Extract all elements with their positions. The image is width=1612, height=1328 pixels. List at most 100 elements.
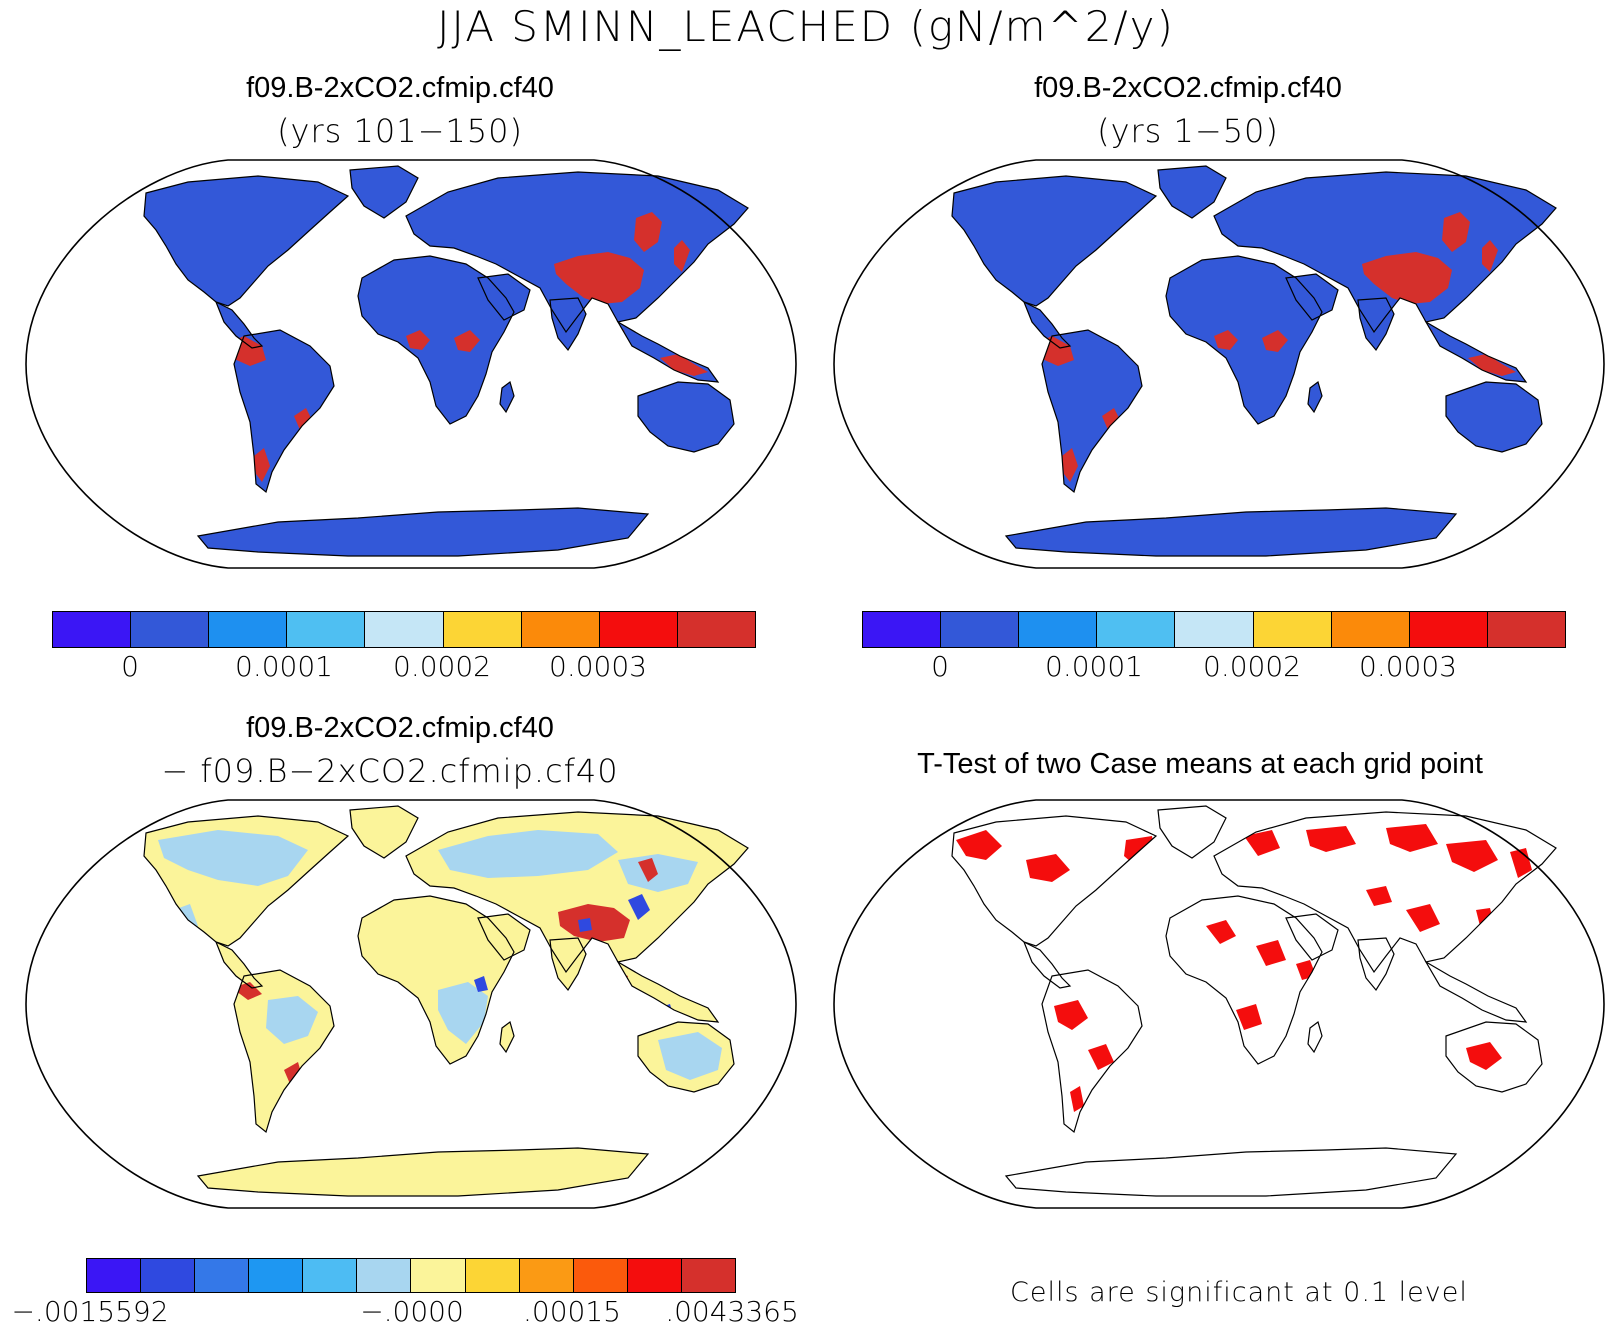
colorbar-swatch <box>519 1259 574 1292</box>
colorbar-swatch <box>303 1259 358 1292</box>
coastline <box>349 805 419 859</box>
positive-anomaly-region <box>558 904 630 942</box>
colorbar-swatch <box>863 612 942 647</box>
coastline <box>1004 1147 1458 1197</box>
coastline <box>1165 895 1323 1065</box>
coastline <box>1041 969 1143 1134</box>
strong-negative-region <box>628 894 650 920</box>
coastline <box>477 913 531 961</box>
coastline <box>549 297 587 352</box>
coastline <box>349 165 419 219</box>
high-value-region <box>554 252 644 304</box>
colorbar-swatch <box>411 1259 466 1292</box>
coastline <box>616 960 720 1023</box>
land-fill <box>406 172 748 332</box>
significant-cells <box>1256 940 1286 966</box>
figure-title: JJA SMINN_LEACHED (gN/m^2/y) <box>437 2 1175 51</box>
negative-anomaly-region <box>438 830 618 878</box>
high-value-region <box>634 212 662 252</box>
land-fill <box>1158 166 1226 218</box>
coastline <box>499 380 515 414</box>
coastline <box>1424 960 1528 1023</box>
colorbar-swatch <box>1331 612 1410 647</box>
coastline <box>1357 297 1395 352</box>
significant-cells <box>1026 854 1070 882</box>
coastline <box>1285 913 1339 961</box>
coastline <box>233 329 335 494</box>
colorbar-swatch <box>131 612 210 647</box>
colorbar-swatch <box>1253 612 1332 647</box>
panel-1-title: f09.B-2xCO2.cfmip.cf40 <box>246 72 554 104</box>
land-fill <box>350 806 418 858</box>
colorbar-swatch <box>365 612 444 647</box>
coastline <box>143 175 350 307</box>
coastline <box>1285 273 1339 321</box>
coastline <box>1022 300 1072 349</box>
colorbar-1-tick: 0 <box>121 650 139 683</box>
negative-anomaly-region <box>158 830 308 886</box>
land-fill <box>358 256 514 424</box>
panel-3-subtitle: − f09.B−2xCO2.cfmip.cf40 <box>161 752 619 790</box>
land-fill <box>1446 382 1542 452</box>
land-fill <box>198 508 648 556</box>
high-value-region <box>1482 240 1498 272</box>
significant-cells <box>1476 908 1494 926</box>
coastline <box>1157 165 1227 219</box>
colorbar-swatch <box>141 1259 196 1292</box>
coastline <box>1307 380 1323 414</box>
panel-4-title: T-Test of two Case means at each grid po… <box>917 748 1483 780</box>
land-fill <box>1308 382 1322 412</box>
land-fill <box>478 274 530 320</box>
strong-negative-region <box>474 976 488 992</box>
land-fill <box>500 382 514 412</box>
land-fill <box>1166 256 1322 424</box>
significant-cells <box>1510 848 1532 878</box>
land-fill <box>1286 274 1338 320</box>
coastline <box>1022 940 1072 989</box>
significant-cells <box>1146 896 1164 914</box>
colorbar-swatch <box>209 612 288 647</box>
coastline <box>477 273 531 321</box>
colorbar-swatch <box>249 1259 304 1292</box>
colorbar-1-tick: 0.0001 <box>235 650 333 683</box>
colorbar-swatch <box>465 1259 520 1292</box>
panel-2-title: f09.B-2xCO2.cfmip.cf40 <box>1034 72 1342 104</box>
high-value-region <box>406 330 430 350</box>
coastline <box>143 815 350 947</box>
coastline <box>214 300 264 349</box>
significant-cells <box>1244 830 1280 856</box>
land-fill <box>198 1148 648 1196</box>
panel-2-subtitle: (yrs 1−50) <box>1097 112 1279 150</box>
colorbar-swatch <box>1487 612 1565 647</box>
significant-cells <box>1366 886 1392 906</box>
high-value-region <box>1214 330 1238 350</box>
high-value-region <box>660 354 708 376</box>
land-fill <box>1042 330 1142 492</box>
panel-3-title: f09.B-2xCO2.cfmip.cf40 <box>246 712 554 744</box>
significant-cells <box>1386 824 1438 852</box>
coastline <box>637 381 735 453</box>
colorbar-swatch <box>1175 612 1254 647</box>
significant-cells <box>1236 1004 1262 1030</box>
colorbar-swatch <box>1409 612 1488 647</box>
significance-overlay <box>956 824 1532 1112</box>
colorbar-1-tick: 0.0003 <box>549 650 647 683</box>
coastline <box>637 1021 735 1093</box>
map-panel-2 <box>833 159 1605 569</box>
land-fill <box>952 176 1156 306</box>
coastline <box>214 940 264 989</box>
coastline <box>1445 381 1543 453</box>
positive-anomaly-region <box>638 858 658 882</box>
colorbar-swatch <box>443 612 522 647</box>
colorbar-2-tick: 0 <box>931 650 949 683</box>
land-fill <box>350 166 418 218</box>
map-boundary <box>25 799 797 1209</box>
significant-cells <box>1466 1042 1502 1070</box>
colorbar-swatch <box>599 612 678 647</box>
high-value-region <box>454 330 480 352</box>
significant-cells <box>1406 904 1440 932</box>
colorbar-swatch <box>1097 612 1176 647</box>
map-boundary <box>25 159 797 569</box>
coastline <box>196 1147 650 1197</box>
colorbar-swatch <box>573 1259 628 1292</box>
